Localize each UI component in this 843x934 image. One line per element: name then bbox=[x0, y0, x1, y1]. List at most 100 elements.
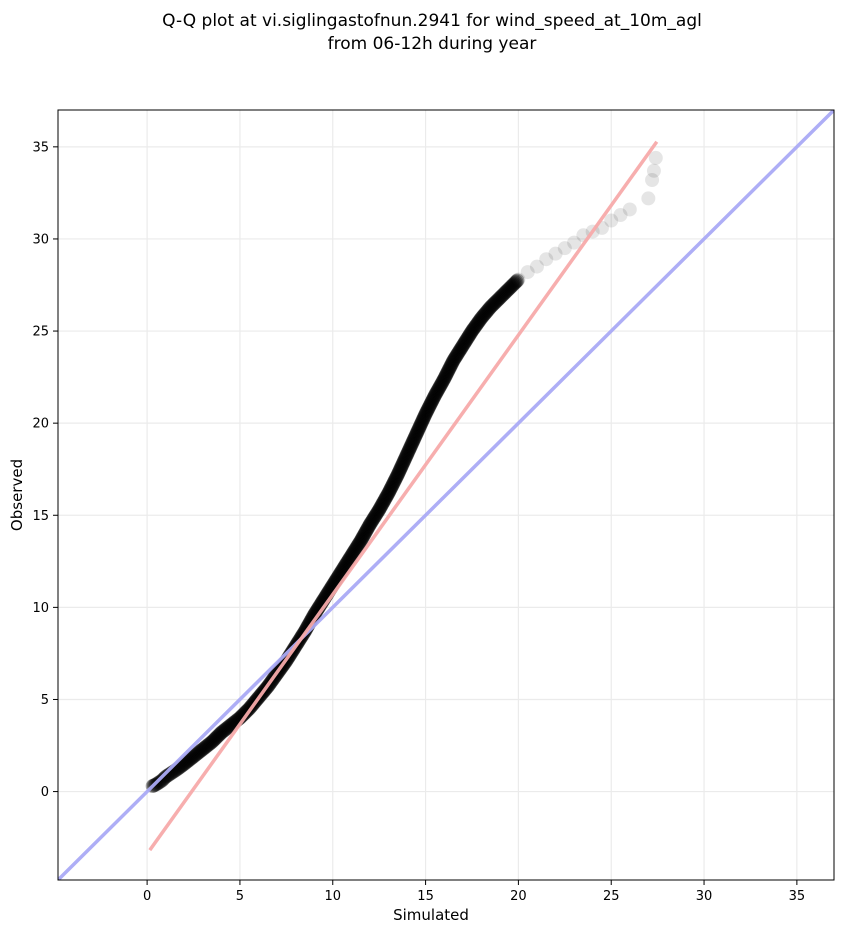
qq-point bbox=[156, 772, 171, 787]
qq-point bbox=[221, 720, 236, 735]
qq-point bbox=[462, 327, 477, 342]
qq-point bbox=[365, 512, 380, 527]
qq-point bbox=[378, 491, 393, 506]
qq-point bbox=[219, 721, 234, 736]
qq-point bbox=[342, 551, 357, 566]
qq-point bbox=[457, 336, 472, 351]
qq-point bbox=[436, 373, 451, 388]
qq-point bbox=[192, 744, 207, 759]
qq-point bbox=[355, 530, 370, 545]
qq-point bbox=[497, 285, 512, 300]
qq-point bbox=[471, 314, 486, 329]
qq-point bbox=[183, 752, 198, 767]
qq-point bbox=[369, 507, 384, 522]
qq-point bbox=[484, 299, 499, 314]
qq-point bbox=[465, 322, 480, 337]
qq-point bbox=[376, 495, 391, 510]
qq-point bbox=[421, 400, 436, 415]
qq-point bbox=[453, 342, 468, 357]
qq-point bbox=[428, 387, 443, 402]
qq-point bbox=[220, 721, 235, 736]
qq-point bbox=[496, 286, 511, 301]
qq-point bbox=[391, 466, 406, 481]
qq-point bbox=[345, 547, 360, 562]
qq-point bbox=[413, 417, 428, 432]
qq-point bbox=[372, 502, 387, 517]
qq-point bbox=[382, 484, 397, 499]
qq-point bbox=[191, 745, 206, 760]
qq-point bbox=[366, 511, 381, 526]
qq-point bbox=[375, 497, 390, 512]
qq-point bbox=[395, 456, 410, 471]
qq-point bbox=[403, 439, 418, 454]
qq-point bbox=[408, 429, 423, 444]
qq-point bbox=[495, 287, 510, 302]
qq-point bbox=[362, 517, 377, 532]
qq-point bbox=[180, 754, 195, 769]
qq-point bbox=[477, 306, 492, 321]
y-tick-label: 5 bbox=[41, 693, 49, 708]
qq-point bbox=[418, 406, 433, 421]
qq-point bbox=[363, 516, 378, 531]
qq-point bbox=[622, 202, 637, 217]
qq-point bbox=[339, 556, 354, 571]
y-tick-label: 10 bbox=[32, 601, 49, 616]
qq-point bbox=[613, 208, 628, 222]
qq-point bbox=[390, 467, 405, 482]
qq-point bbox=[645, 173, 660, 187]
qq-point bbox=[441, 362, 456, 377]
qq-point bbox=[475, 310, 490, 325]
qq-point bbox=[409, 425, 424, 440]
qq-point bbox=[348, 542, 363, 557]
qq-point bbox=[379, 489, 394, 504]
qq-point bbox=[503, 280, 518, 295]
qq-point bbox=[422, 399, 437, 414]
qq-point bbox=[454, 340, 469, 355]
qq-point bbox=[476, 308, 491, 323]
qq-point bbox=[443, 360, 458, 375]
qq-point bbox=[438, 369, 453, 384]
qq-point bbox=[502, 281, 517, 296]
qq-point bbox=[510, 273, 525, 288]
qq-point bbox=[459, 332, 474, 347]
qq-point bbox=[184, 751, 199, 766]
grid-lines bbox=[58, 110, 834, 880]
qq-point bbox=[490, 292, 505, 307]
qq-point bbox=[419, 404, 434, 419]
qq-point bbox=[433, 378, 448, 393]
qq-point bbox=[432, 380, 447, 395]
qq-point bbox=[458, 335, 473, 350]
qq-point bbox=[355, 531, 370, 546]
qq-point bbox=[408, 428, 423, 443]
qq-point bbox=[396, 455, 411, 470]
qq-point bbox=[467, 320, 482, 335]
qq-point bbox=[358, 525, 373, 540]
qq-point bbox=[423, 396, 438, 411]
qq-point bbox=[341, 553, 356, 568]
qq-point bbox=[365, 513, 380, 528]
qq-point bbox=[440, 365, 455, 380]
qq-point bbox=[186, 749, 201, 764]
qq-point bbox=[464, 325, 479, 340]
qq-point bbox=[407, 431, 422, 446]
qq-point bbox=[404, 436, 419, 451]
qq-point bbox=[210, 729, 225, 744]
qq-point bbox=[193, 744, 208, 759]
qq-point bbox=[179, 755, 194, 770]
qq-point bbox=[356, 528, 371, 543]
qq-point bbox=[154, 773, 169, 788]
qq-point bbox=[205, 734, 220, 749]
qq-point bbox=[206, 733, 221, 748]
qq-point bbox=[454, 341, 469, 356]
qq-point bbox=[385, 478, 400, 493]
qq-point bbox=[464, 324, 479, 339]
qq-point bbox=[567, 235, 582, 250]
y-tick-label: 15 bbox=[32, 509, 49, 524]
qq-point bbox=[338, 558, 353, 573]
qq-point bbox=[367, 510, 382, 525]
qq-point bbox=[416, 411, 431, 425]
qq-point bbox=[390, 469, 405, 484]
y-axis-label: Observed bbox=[8, 459, 26, 531]
identity-line bbox=[58, 110, 834, 880]
qq-point bbox=[442, 361, 457, 376]
